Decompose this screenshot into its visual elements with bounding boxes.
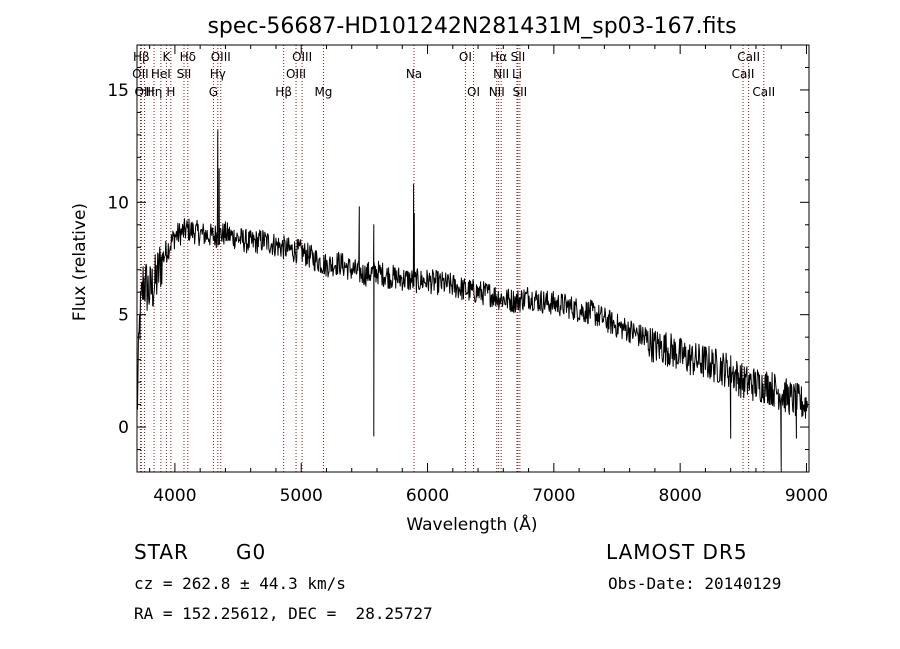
spectral-line-label: Hα [490, 50, 507, 64]
x-tick-label: 8000 [659, 486, 702, 506]
x-tick-label: 4000 [153, 486, 196, 506]
spectral-line-label: Hδ [180, 50, 196, 64]
spectral-line-label: Mg [314, 85, 332, 99]
spectral-line-label: SII [511, 50, 526, 64]
y-axis-label: Flux (relative) [70, 203, 90, 321]
spectral-line-label: G [209, 85, 218, 99]
spectral-line-label: HeI [151, 67, 171, 81]
spectral-line-label: Hβ [275, 85, 292, 99]
plot-frame [136, 44, 810, 473]
spectral-line-label: OI [459, 50, 472, 64]
y-tick-label: 10 [107, 193, 129, 213]
y-tick-label: 15 [107, 81, 129, 101]
spectrum-line [136, 129, 808, 468]
x-tick-label: 7000 [532, 486, 575, 506]
spectral-line-label: Li [512, 67, 522, 81]
line-labels: Hβ K Hδ OIII OIII OI Hα SII CaII OII HeI SII Hγ OIII N… [132, 50, 775, 99]
spectral-line-label: NII [493, 67, 509, 81]
survey-name: LAMOST DR5 [606, 540, 748, 564]
spectral-line-label: Hβ [133, 50, 150, 64]
line-markers [139, 45, 765, 472]
x-tick-label: 5000 [280, 486, 323, 506]
x-tick-label: 9000 [785, 486, 828, 506]
chart-title: spec-56687-HD101242N281431M_sp03-167.fit… [207, 14, 736, 39]
y-axis: 0 5 10 15 [107, 44, 809, 473]
spectral-line-label: NII [489, 85, 505, 99]
coordinates-text: RA = 152.25612, DEC = 28.25727 [134, 604, 433, 623]
spectral-line-label: Hγ [210, 67, 226, 81]
x-tick-label: 6000 [406, 486, 449, 506]
spectral-line-label: SII [177, 67, 192, 81]
spectral-line-label: CaII [732, 67, 755, 81]
spectral-line-label: OII [132, 67, 149, 81]
spectral-line-label: OIII [211, 50, 231, 64]
spectral-line-label: OI [467, 85, 480, 99]
x-axis-label: Wavelength (Å) [406, 513, 537, 535]
spectral-line-label: OIII [135, 85, 155, 99]
spectral-line-label: CaII [737, 50, 760, 64]
object-subclass: G0 [236, 540, 267, 564]
spectral-line-label: SII [513, 85, 528, 99]
object-class: STAR [134, 540, 189, 564]
spectral-line-label: OIII [286, 67, 306, 81]
spectral-line-label: OIII [292, 50, 312, 64]
y-tick-label: 5 [118, 306, 129, 326]
redshift-text: cz = 262.8 ± 44.3 km/s [134, 574, 346, 593]
spectral-line-label: K [162, 50, 171, 64]
spectral-line-label: H [166, 85, 175, 99]
x-axis: 4000 5000 6000 7000 8000 9000 [149, 45, 828, 506]
spectral-line-label: Hη [146, 85, 163, 99]
y-tick-label: 0 [118, 418, 129, 438]
spectral-line-label: Na [406, 67, 422, 81]
spectral-line-label: CaII [752, 85, 775, 99]
obs-date-text: Obs-Date: 20140129 [608, 574, 782, 593]
